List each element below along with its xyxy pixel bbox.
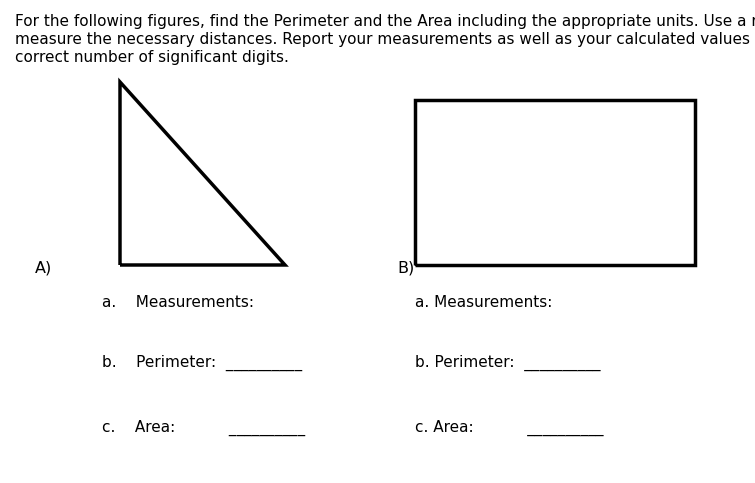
Text: a. Measurements:: a. Measurements: <box>415 295 553 310</box>
Text: b.    Perimeter:  __________: b. Perimeter: __________ <box>102 355 302 371</box>
Text: b. Perimeter:  __________: b. Perimeter: __________ <box>415 355 600 371</box>
Text: correct number of significant digits.: correct number of significant digits. <box>15 50 289 65</box>
Text: A): A) <box>35 260 52 275</box>
Text: measure the necessary distances. Report your measurements as well as your calcul: measure the necessary distances. Report … <box>15 32 755 47</box>
Text: a.    Measurements:: a. Measurements: <box>102 295 254 310</box>
Text: For the following figures, find the Perimeter and the Area including the appropr: For the following figures, find the Peri… <box>15 14 755 29</box>
Text: B): B) <box>397 260 414 275</box>
Text: c. Area:           __________: c. Area: __________ <box>415 420 603 436</box>
Text: c.    Area:           __________: c. Area: __________ <box>102 420 305 436</box>
